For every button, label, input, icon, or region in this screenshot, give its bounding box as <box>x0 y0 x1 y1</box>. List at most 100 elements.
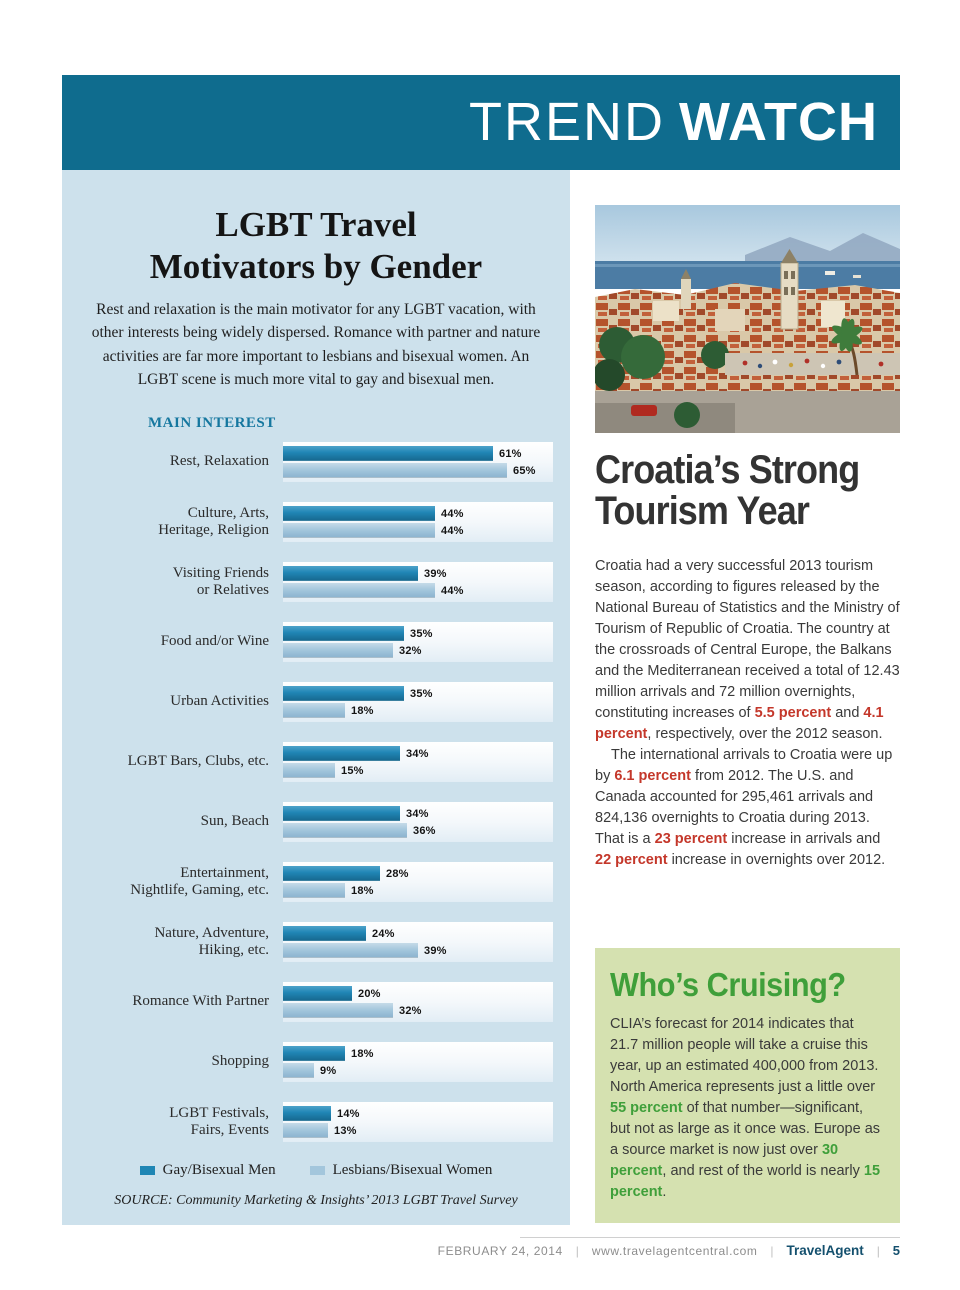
chart-panel: LGBT Travel Motivators by Gender Rest an… <box>62 170 570 1225</box>
croatia-paragraph: The international arrivals to Croatia we… <box>595 747 893 869</box>
chart-row: Rest, Relaxation 61% 65% <box>80 442 553 482</box>
bar-value: 13% <box>334 1124 357 1137</box>
bar-strip: 34% 15% <box>283 742 553 782</box>
bar-value: 44% <box>441 524 464 537</box>
croatia-article: Croatia had a very successful 2013 touri… <box>595 556 900 871</box>
bar-value: 15% <box>341 764 364 777</box>
bar-value: 18% <box>351 1047 374 1060</box>
category-label: Romance With Partner <box>132 993 269 1010</box>
legend-item: Lesbians/Bisexual Women <box>309 1162 493 1179</box>
footer-separator: | <box>770 1244 774 1258</box>
bar-value: 44% <box>441 507 464 520</box>
bar-strip: 24% 39% <box>283 922 553 962</box>
category-label: LGBT Bars, Clubs, etc. <box>127 753 269 770</box>
bar-strip: 61% 65% <box>283 442 553 482</box>
bar-strip: 34% 36% <box>283 802 553 842</box>
chart-row: Sun, Beach 34% 36% <box>80 802 553 842</box>
chart-row: Romance With Partner 20% 32% <box>80 982 553 1022</box>
croatia-paragraph: Croatia had a very successful 2013 touri… <box>595 558 900 743</box>
category-label: Urban Activities <box>170 693 269 710</box>
bar-value: 39% <box>424 567 447 580</box>
bar-value: 32% <box>399 1004 422 1017</box>
page-number: 5 <box>892 1243 900 1258</box>
category-label: Visiting Friends or Relatives <box>172 564 269 598</box>
bar-lesbians-bisexual-women <box>283 703 345 718</box>
chart-row: Entertainment, Nightlife, Gaming, etc. 28… <box>80 862 553 902</box>
bar-value: 39% <box>424 944 447 957</box>
whos-cruising-box: Who’s Cruising? CLIA’s forecast for 2014… <box>595 948 900 1224</box>
footer-url: www.travelagentcentral.com <box>591 1244 758 1258</box>
legend-label: Gay/Bisexual Men <box>162 1162 276 1178</box>
legend-swatch <box>139 1166 155 1175</box>
croatia-headline: Croatia’s Strong Tourism Year <box>595 448 860 533</box>
bar-strip: 44% 44% <box>283 502 553 542</box>
bar-gay-bisexual-men <box>283 986 352 1001</box>
cruising-body: CLIA’s forecast for 2014 indicates that … <box>610 1016 881 1201</box>
bar-value: 18% <box>351 704 374 717</box>
bar-gay-bisexual-men <box>283 926 366 941</box>
bar-strip: 39% 44% <box>283 562 553 602</box>
chart-legend: Gay/Bisexual Men Lesbians/Bisexual Women <box>62 1162 570 1179</box>
category-label: Entertainment, Nightlife, Gaming, etc. <box>130 864 269 898</box>
bar-gay-bisexual-men <box>283 686 404 701</box>
footer-separator: | <box>575 1244 579 1258</box>
bar-strip: 35% 18% <box>283 682 553 722</box>
bar-gay-bisexual-men <box>283 806 400 821</box>
bar-value: 35% <box>410 687 433 700</box>
chart-rows: Rest, Relaxation 61% 65% Culture, Arts, Her… <box>80 442 553 1142</box>
chart-row: LGBT Festivals, Fairs, Events 14% 13% <box>80 1102 553 1142</box>
chart-row: Urban Activities 35% 18% <box>80 682 553 722</box>
croatia-photo <box>595 205 900 433</box>
bar-gay-bisexual-men <box>283 566 418 581</box>
bar-value: 44% <box>441 584 464 597</box>
bar-strip: 14% 13% <box>283 1102 553 1142</box>
bar-value: 34% <box>406 807 429 820</box>
magazine-brand: TravelAgent <box>786 1243 864 1258</box>
bar-lesbians-bisexual-women <box>283 763 335 778</box>
bar-gay-bisexual-men <box>283 1046 345 1061</box>
bar-lesbians-bisexual-women <box>283 1003 393 1018</box>
bar-value: 65% <box>513 464 536 477</box>
chart-source: SOURCE: Community Marketing & Insights’ … <box>114 1193 518 1208</box>
bar-lesbians-bisexual-women <box>283 463 507 478</box>
legend-item: Gay/Bisexual Men <box>139 1162 276 1179</box>
bar-gay-bisexual-men <box>283 746 400 761</box>
category-label: Nature, Adventure, Hiking, etc. <box>154 924 269 958</box>
bar-lesbians-bisexual-women <box>283 523 435 538</box>
bar-value: 24% <box>372 927 395 940</box>
bar-lesbians-bisexual-women <box>283 823 407 838</box>
chart-row: Visiting Friends or Relatives 39% 44% <box>80 562 553 602</box>
footer-date: FEBRUARY 24, 2014 <box>437 1244 563 1258</box>
chart-row: Shopping 18% 9% <box>80 1042 553 1082</box>
banner-title-watch: WATCH <box>679 92 878 152</box>
main-interest-label: MAIN INTEREST <box>148 415 276 431</box>
chart-row: Food and/or Wine 35% 32% <box>80 622 553 662</box>
bar-lesbians-bisexual-women <box>283 1063 314 1078</box>
banner-title-trend: TREND <box>469 92 666 152</box>
chart-title: LGBT Travel Motivators by Gender <box>149 205 483 286</box>
bar-value: 28% <box>386 867 409 880</box>
bar-gay-bisexual-men <box>283 626 404 641</box>
category-label: Shopping <box>211 1053 269 1070</box>
page-footer: FEBRUARY 24, 2014 | www.travelagentcentr… <box>62 1243 900 1258</box>
category-label: Rest, Relaxation <box>169 453 269 470</box>
bar-gay-bisexual-men <box>283 866 380 881</box>
bar-strip: 28% 18% <box>283 862 553 902</box>
bar-value: 20% <box>358 987 381 1000</box>
bar-gay-bisexual-men <box>283 446 493 461</box>
bar-value: 35% <box>410 627 433 640</box>
category-label: Food and/or Wine <box>160 633 269 650</box>
legend-label: Lesbians/Bisexual Women <box>332 1162 493 1178</box>
bar-gay-bisexual-men <box>283 506 435 521</box>
bar-lesbians-bisexual-women <box>283 883 345 898</box>
bar-value: 36% <box>413 824 436 837</box>
bar-lesbians-bisexual-women <box>283 643 393 658</box>
bar-strip: 35% 32% <box>283 622 553 662</box>
footer-rule <box>520 1237 900 1238</box>
category-label: Sun, Beach <box>200 813 269 830</box>
legend-swatch <box>309 1166 325 1175</box>
bar-value: 32% <box>399 644 422 657</box>
chart-intro: Rest and relaxation is the main motivato… <box>91 301 541 388</box>
bar-value: 34% <box>406 747 429 760</box>
cruising-headline: Who’s Cruising? <box>610 966 846 1003</box>
